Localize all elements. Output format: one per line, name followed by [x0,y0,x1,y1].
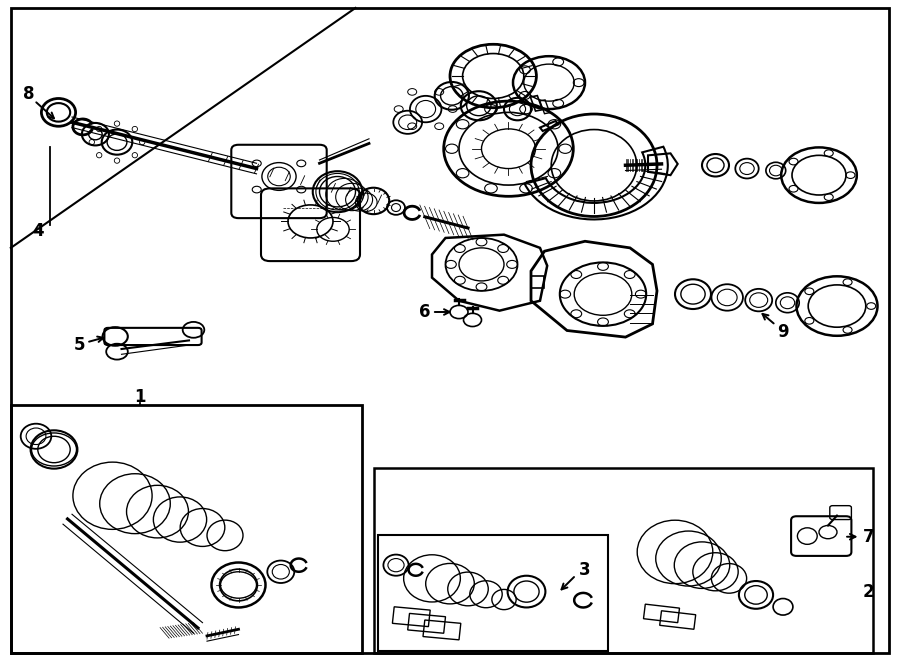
Text: 8: 8 [23,85,34,103]
Text: 3: 3 [580,561,590,579]
Text: 5: 5 [74,336,85,354]
Bar [531,276,544,288]
Text: 6: 6 [419,303,430,321]
Bar [374,468,873,653]
Text: 4: 4 [32,222,43,241]
Text: 9: 9 [778,323,788,341]
Bar [540,100,550,114]
Bar [11,405,362,653]
Bar [530,96,543,111]
Text: 1: 1 [134,387,145,406]
Bar [540,121,558,131]
Text: 7: 7 [863,527,874,546]
Bar [378,535,608,651]
Text: 2: 2 [863,582,874,601]
